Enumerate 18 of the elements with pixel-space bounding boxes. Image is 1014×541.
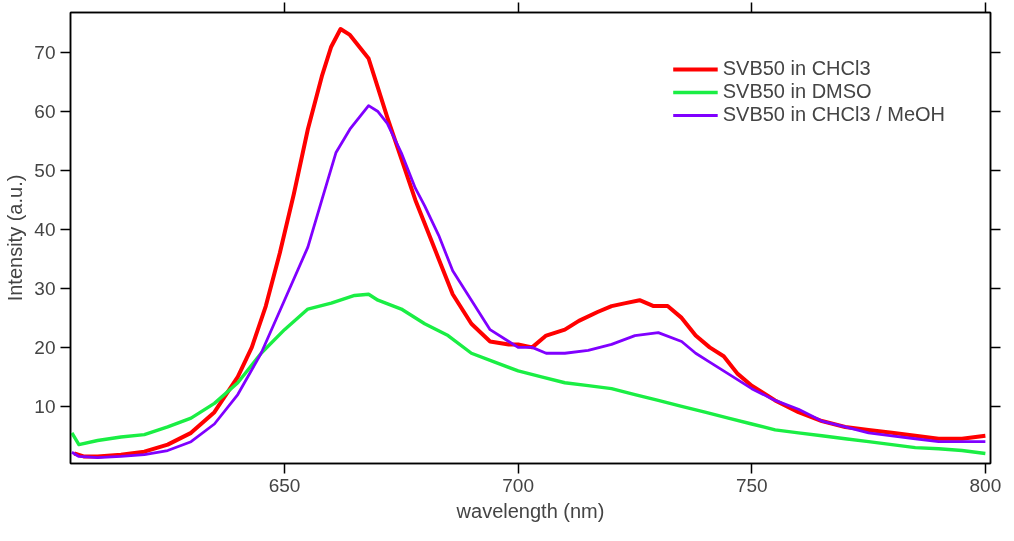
y-tick-label: 20 — [34, 336, 56, 358]
y-tick-label: 70 — [34, 42, 56, 64]
y-axis-title: Intensity (a.u.) — [4, 174, 27, 302]
legend-label: SVB50 in CHCl3 / MeOH — [722, 103, 945, 126]
x-tick-label: 650 — [268, 474, 301, 496]
y-tick-label: 30 — [34, 277, 56, 299]
x-axis-title: wavelength (nm) — [455, 499, 605, 522]
y-tick-label: 60 — [34, 101, 56, 123]
x-tick-label: 700 — [502, 474, 534, 496]
y-tick-label: 10 — [34, 395, 56, 417]
line-series — [70, 104, 987, 459]
y-tick-label: 40 — [34, 218, 56, 240]
line-series — [70, 292, 988, 456]
x-tick-label: 800 — [969, 474, 1002, 496]
legend-label: SVB50 in CHCl3 — [722, 57, 871, 80]
legend-label: SVB50 in DMSO — [722, 80, 872, 103]
x-tick-label: 750 — [735, 474, 768, 496]
y-tick-label: 50 — [34, 160, 56, 181]
